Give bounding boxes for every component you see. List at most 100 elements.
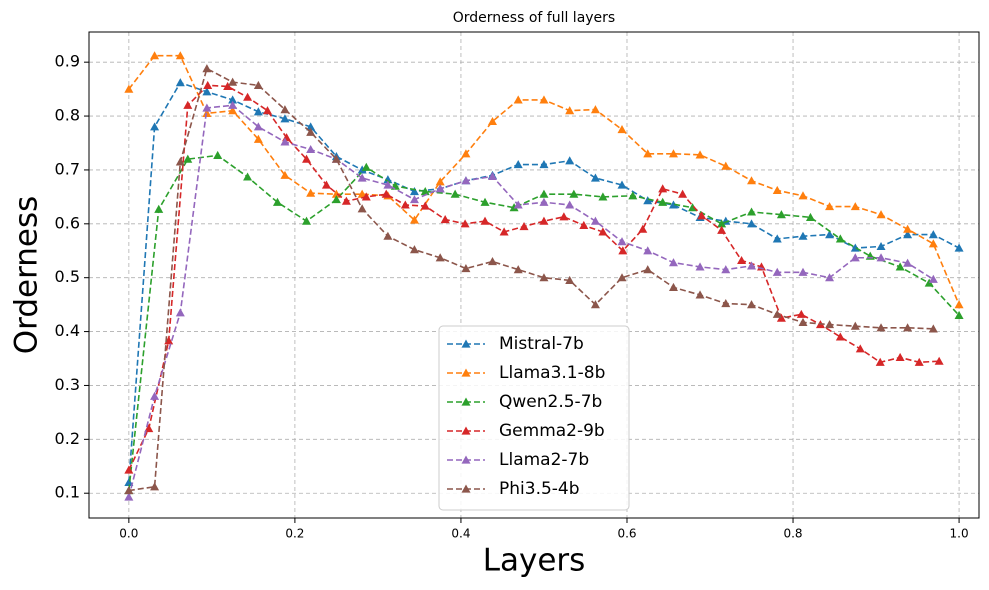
legend: Mistral-7b Llama3.1-8b Qwen2.5-7b Gemma2-9b…: [438, 325, 630, 511]
marker: [150, 391, 160, 400]
marker: [435, 184, 445, 193]
marker: [144, 424, 154, 433]
marker: [124, 84, 134, 93]
marker: [618, 246, 628, 255]
marker: [747, 219, 757, 228]
marker: [798, 191, 808, 200]
legend-label: Llama3.1-8b: [499, 363, 605, 383]
marker: [361, 162, 371, 171]
marker: [302, 154, 312, 163]
marker: [668, 282, 678, 291]
marker: [617, 125, 627, 134]
marker: [124, 492, 134, 501]
marker: [895, 262, 905, 271]
marker: [928, 274, 938, 283]
marker: [253, 80, 263, 89]
marker: [124, 465, 134, 474]
marker: [747, 207, 757, 216]
marker: [658, 197, 668, 206]
marker: [539, 197, 549, 206]
marker: [228, 77, 238, 86]
marker: [150, 122, 160, 131]
marker: [559, 212, 569, 221]
marker: [717, 225, 727, 234]
marker: [850, 202, 860, 211]
marker: [825, 202, 835, 211]
marker: [598, 192, 608, 201]
marker: [409, 215, 419, 224]
marker: [280, 105, 290, 114]
x-tick-label: 0.6: [617, 527, 636, 541]
marker: [737, 255, 747, 265]
marker: [460, 219, 470, 228]
marker: [243, 172, 253, 181]
marker: [643, 149, 653, 158]
y-tick-label: 0.2: [55, 429, 80, 448]
marker: [487, 116, 497, 126]
marker: [420, 201, 430, 210]
y-tick-label: 0.8: [55, 106, 80, 125]
marker: [499, 227, 509, 236]
marker: [695, 290, 705, 299]
marker: [721, 299, 731, 308]
marker: [124, 477, 134, 487]
marker: [509, 203, 519, 212]
y-tick-label: 0.5: [55, 267, 80, 286]
marker: [331, 154, 341, 163]
marker: [954, 243, 964, 252]
marker: [306, 122, 316, 131]
marker: [954, 310, 964, 320]
marker: [280, 114, 290, 123]
marker: [272, 197, 282, 206]
marker: [228, 100, 238, 109]
marker: [598, 227, 608, 236]
series-line: [128, 104, 934, 498]
marker: [798, 267, 808, 276]
marker: [306, 144, 316, 154]
marker: [617, 180, 627, 189]
marker: [569, 189, 579, 198]
marker: [381, 189, 391, 198]
marker: [855, 344, 865, 353]
marker: [903, 258, 913, 267]
marker: [876, 323, 886, 332]
marker: [850, 243, 860, 252]
marker: [638, 224, 648, 233]
marker: [487, 171, 497, 180]
marker: [825, 320, 835, 329]
marker: [747, 300, 757, 309]
marker: [565, 200, 575, 209]
marker: [539, 189, 549, 198]
legend-marker: [461, 484, 471, 493]
marker: [776, 210, 786, 219]
marker: [539, 273, 549, 282]
marker: [928, 230, 938, 239]
marker: [331, 195, 341, 204]
marker: [668, 258, 678, 267]
legend-marker: [461, 339, 471, 348]
marker: [643, 196, 653, 205]
marker: [903, 230, 913, 239]
x-tick-label: 0.0: [119, 527, 138, 541]
marker: [565, 156, 575, 165]
marker: [903, 323, 913, 332]
marker: [772, 309, 782, 318]
series-line: [128, 67, 934, 492]
marker: [772, 267, 782, 276]
marker: [668, 200, 678, 209]
legend-label: Qwen2.5-7b: [499, 392, 602, 412]
x-tick-label: 0.8: [783, 527, 802, 541]
marker: [590, 105, 600, 114]
marker: [697, 211, 707, 220]
marker: [695, 262, 705, 271]
marker: [400, 200, 410, 209]
marker: [695, 150, 705, 159]
marker: [895, 352, 905, 362]
marker: [519, 222, 529, 231]
marker: [590, 173, 600, 182]
marker: [747, 261, 757, 270]
marker: [435, 253, 445, 262]
marker: [383, 231, 393, 240]
legend-label: Gemma2-9b: [499, 421, 605, 441]
marker: [772, 234, 782, 243]
